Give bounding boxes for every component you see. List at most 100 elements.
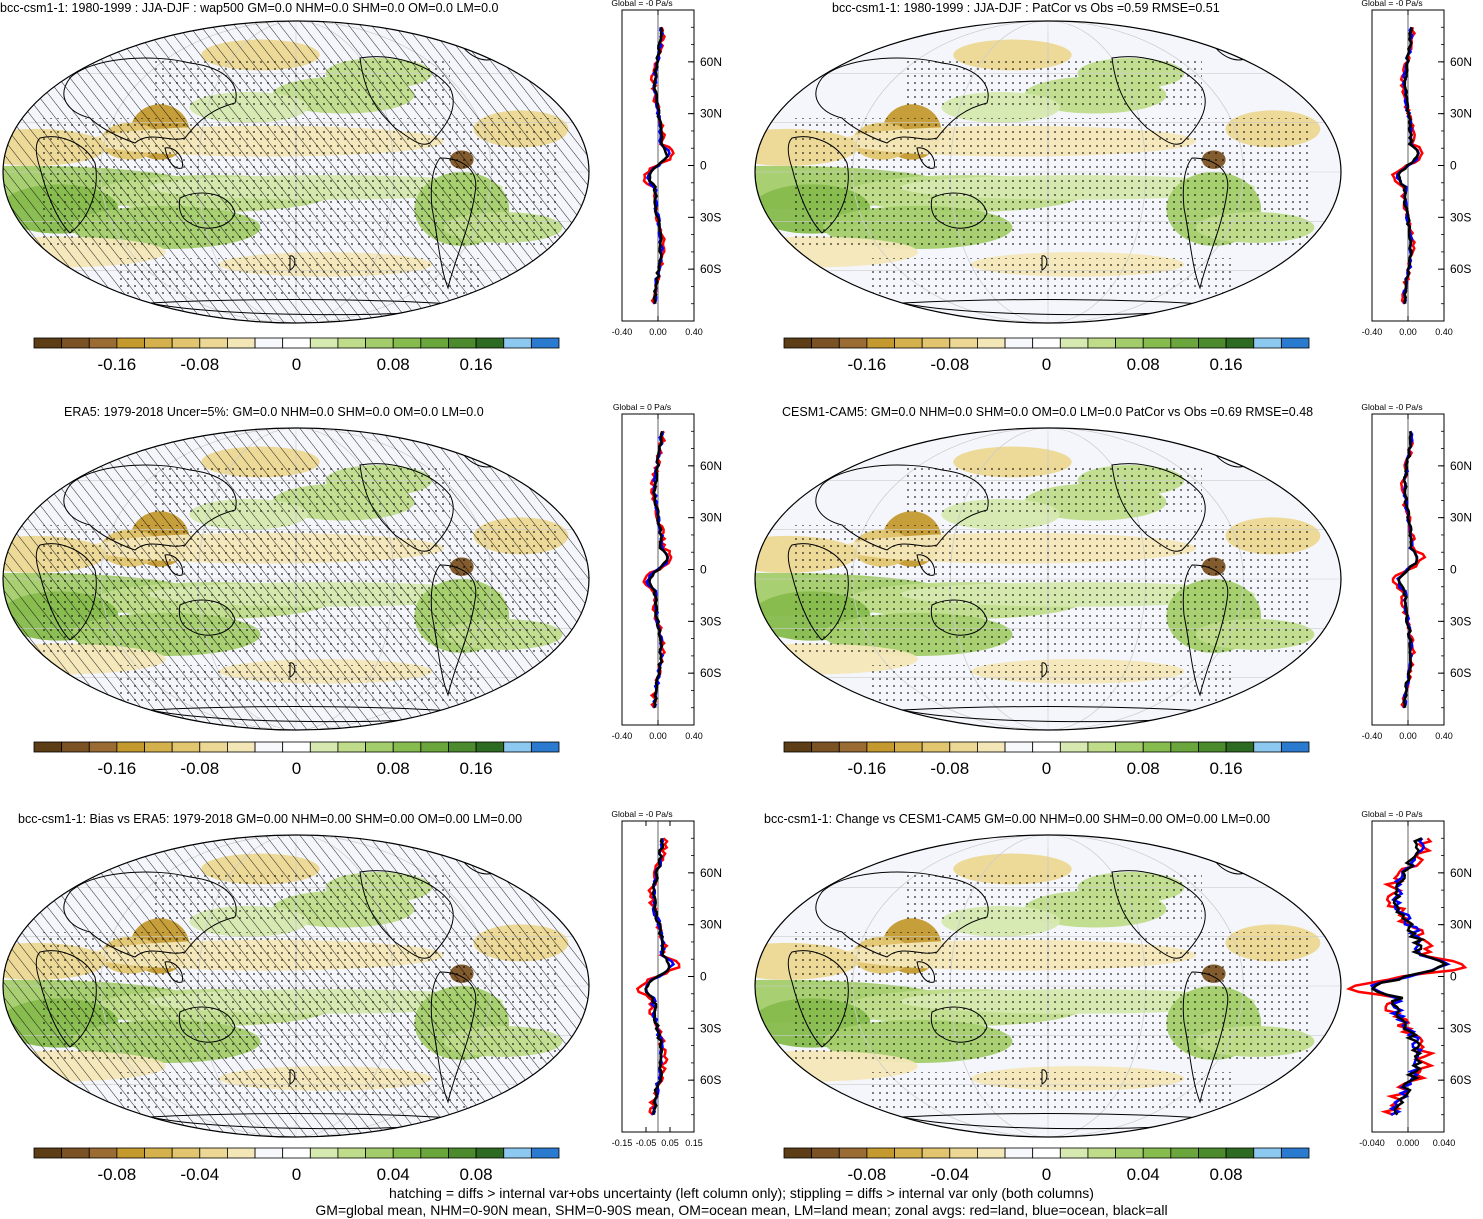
colorbar-swatch [392,337,422,349]
colorbar-swatch [894,337,923,349]
colorbar-swatch [33,1147,63,1159]
colorbar-swatch [116,1147,145,1159]
colorbar-3: -0.16 -0.08 0 0.08 0.16 [783,741,1310,778]
colorbar-swatch [921,1147,951,1159]
zonal-xtick-label: 0.00 [1399,731,1417,741]
zonal-xtick-label: 0.00 [649,731,667,741]
colorbar-label: 0 [292,1165,301,1184]
colorbar-swatch [811,337,840,349]
zonal-lat-label: 0 [1450,970,1457,984]
colorbar-swatch [282,337,311,349]
panel-title: bcc-csm1-1: 1980-1999 : JJA-DJF : wap500… [0,1,499,15]
zonal-lat-label: 0 [1450,159,1457,173]
colorbar-label: -0.16 [98,355,137,374]
colorbar-swatch [1087,741,1116,753]
colorbar-2: -0.16 -0.08 0 0.08 0.16 [33,741,560,778]
colorbar-swatch [448,741,477,753]
colorbar-swatch [1059,337,1089,349]
colorbar-swatch [392,741,422,753]
colorbar-swatch [783,1147,813,1159]
colorbar-swatch [1253,1147,1282,1159]
hatching [3,835,589,1137]
zonal-lat-label: 30S [700,1021,721,1035]
zonal-plot-4: 60N 30N 0 30S 60S -0.15 -0.05 0.05 0.15 [612,820,722,1148]
zonal-xtick-label: 0.00 [1399,327,1417,337]
colorbar-label: -0.08 [180,759,219,778]
colorbar-swatch [33,741,63,753]
colorbar-label: 0.04 [377,1165,410,1184]
zonal-xtick-label: 0.000 [1397,1138,1420,1148]
colorbar-swatch [921,741,951,753]
colorbar-swatch [1253,741,1282,753]
colorbar-label: 0 [292,355,301,374]
colorbar-label: -0.04 [180,1165,219,1184]
zonal-lat-label: 60N [1450,55,1472,69]
colorbar-swatch [254,337,284,349]
map-border [2,427,590,731]
colorbar-4: -0.08 -0.04 0 0.04 0.08 [33,1147,560,1184]
colorbar-swatch [1198,337,1227,349]
panel-title: bcc-csm1-1: 1980-1999 : JJA-DJF : PatCor… [832,1,1220,15]
colorbar-swatch [1142,1147,1172,1159]
colorbar-swatch [199,337,228,349]
colorbar-swatch [1032,337,1061,349]
zonal-lat-label: 0 [700,159,707,173]
colorbar-swatch [783,741,813,753]
colorbar-label: -0.16 [98,759,137,778]
zonal-lat-label: 60S [1450,262,1471,276]
colorbar-swatch [894,1147,923,1159]
map-border [754,20,1342,324]
colorbar-label: 0 [292,759,301,778]
colorbar-swatch [61,337,90,349]
map-border [2,20,590,324]
stippling [792,872,1312,1112]
zonal-all-line [648,430,669,708]
zonal-lat-label: 60S [700,1073,721,1087]
colorbar-swatch [116,337,145,349]
zonal-xtick-label: -0.40 [612,731,633,741]
colorbar-swatch [309,741,339,753]
colorbar-swatch [530,1147,560,1159]
map-border [754,427,1342,731]
zonal-lat-label: 0 [700,563,707,577]
map-4 [2,834,590,1138]
zonal-xtick-label: -0.15 [612,1138,633,1148]
colorbar-swatch [1004,1147,1034,1159]
colorbar-swatch [503,741,532,753]
zonal-lat-label: 60N [1450,459,1472,473]
colorbar-swatch [144,1147,173,1159]
zonal-title: Global = 0 Pa/s [612,402,672,412]
colorbar-swatch [977,1147,1006,1159]
colorbar-label: 0 [1042,759,1051,778]
colorbar-swatch [392,1147,422,1159]
colorbar-label: 0 [1042,1165,1051,1184]
colorbar-swatch [227,1147,256,1159]
colorbar-swatch [866,1147,895,1159]
zonal-title: Global = -0 Pa/s [1361,809,1423,819]
colorbar-swatch [282,741,311,753]
colorbar-label: 0.08 [460,1165,493,1184]
colorbar-swatch [530,337,560,349]
colorbar-swatch [838,1147,868,1159]
colorbar-label: -0.08 [848,1165,887,1184]
colorbar-swatch [1087,1147,1116,1159]
colorbar-swatch [977,337,1006,349]
stippling [792,465,1312,705]
zonal-xtick-label: 0.15 [685,1138,703,1148]
zonal-lat-label: 60S [700,262,721,276]
zonal-title: Global = -0 Pa/s [1361,402,1423,412]
colorbar-label: 0.16 [1210,355,1243,374]
colorbar-label: 0.16 [460,759,493,778]
colorbar-label: -0.08 [180,355,219,374]
map-0 [2,20,590,324]
zonal-lat-label: 30N [700,918,722,932]
zonal-all-line [648,26,669,304]
zonal-lat-label: 30S [1450,614,1471,628]
colorbar-swatch [1115,337,1144,349]
colorbar-swatch [783,337,813,349]
zonal-lat-label: 30N [700,511,722,525]
colorbar-label: 0.08 [377,355,410,374]
colorbar-swatch [475,1147,505,1159]
zonal-xtick-label: 0.40 [1435,327,1453,337]
zonal-lat-label: 30S [1450,1021,1471,1035]
